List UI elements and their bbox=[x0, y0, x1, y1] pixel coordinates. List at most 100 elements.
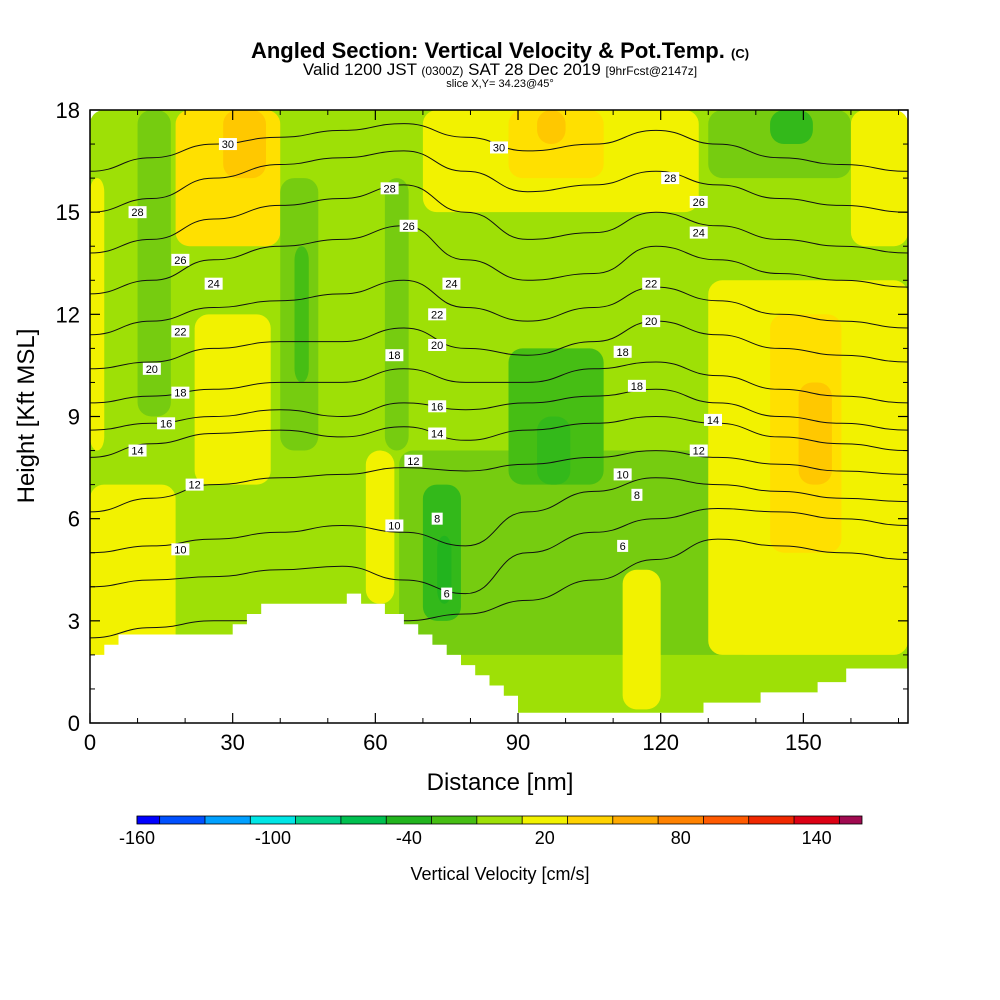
velocity-region-10 bbox=[384, 178, 409, 451]
contour-label-bg-13 bbox=[642, 277, 661, 290]
contour-label-bg-29 bbox=[171, 543, 190, 556]
potential-temperature-contours bbox=[90, 123, 908, 639]
chart-subtitle: Valid 1200 JST (0300Z) SAT 28 Dec 2019 [… bbox=[0, 61, 1000, 80]
x-tick-label: 120 bbox=[642, 730, 679, 755]
contour-label: 8 bbox=[634, 490, 640, 502]
contour-label-bg-34 bbox=[617, 539, 629, 552]
colorbar-swatch bbox=[658, 816, 704, 824]
x-tick-label: 0 bbox=[84, 730, 96, 755]
contour-label: 26 bbox=[693, 197, 705, 209]
contour-label-bg-4 bbox=[661, 172, 680, 185]
contour-label-bg-20 bbox=[627, 379, 646, 392]
contour-label: 14 bbox=[707, 415, 719, 427]
colorbar-tick-label: -100 bbox=[255, 828, 291, 848]
contour-label-bg-31 bbox=[613, 468, 632, 481]
velocity-region-5 bbox=[137, 110, 171, 417]
velocity-region-22 bbox=[798, 382, 832, 485]
x-tick-label: 60 bbox=[363, 730, 387, 755]
colorbar-tick-label: -160 bbox=[119, 828, 155, 848]
contour-label-bg-27 bbox=[404, 454, 423, 467]
contour-label: 18 bbox=[388, 350, 400, 362]
velocity-region-24 bbox=[770, 110, 813, 145]
contour-label-bg-35 bbox=[441, 587, 453, 600]
contour-label-bg-18 bbox=[385, 349, 404, 362]
contour-label: 30 bbox=[222, 139, 234, 151]
y-tick-label: 9 bbox=[68, 405, 80, 430]
velocity-region-19 bbox=[622, 569, 661, 710]
theta-contour-28 bbox=[90, 150, 908, 213]
colorbar-frame bbox=[136, 815, 863, 825]
contour-label: 14 bbox=[131, 446, 143, 458]
theta-contour-8 bbox=[90, 507, 908, 595]
contour-label: 18 bbox=[617, 347, 629, 359]
theta-contour-12 bbox=[90, 450, 908, 513]
theta-contour-24 bbox=[90, 225, 908, 295]
velocity-region-4 bbox=[223, 110, 266, 179]
contour-label: 22 bbox=[645, 279, 657, 291]
velocity-region-13 bbox=[437, 535, 452, 604]
contour-label: 22 bbox=[431, 309, 443, 321]
contour-label-bg-14 bbox=[142, 362, 161, 375]
contour-label-bg-33 bbox=[631, 488, 643, 501]
x-tick-label: 30 bbox=[220, 730, 244, 755]
colorbar: -160 -100 -40 20 80 140 bbox=[119, 815, 863, 848]
axes: 0 30 60 90 120 150 0 3 6 9 12 15 18 bbox=[56, 98, 908, 755]
y-tick-label: 12 bbox=[56, 302, 80, 327]
contour-label: 8 bbox=[434, 514, 440, 526]
contour-label-bg-2 bbox=[128, 206, 147, 219]
contour-label-bg-26 bbox=[185, 478, 204, 491]
x-axis-title: Distance [nm] bbox=[427, 769, 574, 796]
contour-label-bg-8 bbox=[204, 277, 223, 290]
y-axis-title: Height [Kft MSL] bbox=[13, 329, 40, 504]
colorbar-title: Vertical Velocity [cm/s] bbox=[410, 864, 589, 884]
velocity-region-18 bbox=[537, 110, 566, 145]
subtitle-forecast: [9hrFcst@2147z] bbox=[605, 64, 698, 78]
contour-label: 12 bbox=[693, 446, 705, 458]
chart-title-text: Angled Section: Vertical Velocity & Pot.… bbox=[250, 38, 725, 63]
contour-label: 28 bbox=[131, 207, 143, 219]
y-tick-label: 0 bbox=[68, 711, 80, 736]
y-tick-label: 18 bbox=[56, 98, 80, 123]
contour-label-bg-3 bbox=[380, 182, 399, 195]
y-tick-label: 15 bbox=[56, 200, 80, 225]
contour-label-bg-1 bbox=[490, 141, 508, 154]
contour-label: 22 bbox=[174, 326, 186, 338]
contour-label-bg-15 bbox=[428, 338, 447, 351]
colorbar-tick-label: 80 bbox=[671, 828, 691, 848]
colorbar-swatch bbox=[476, 816, 523, 824]
contour-label-bg-12 bbox=[428, 308, 447, 321]
contour-label-bg-10 bbox=[689, 226, 708, 239]
velocity-region-17 bbox=[508, 110, 604, 179]
contour-label: 10 bbox=[388, 520, 400, 532]
theta-contour-18 bbox=[90, 361, 908, 404]
contour-label-bg-16 bbox=[642, 315, 661, 328]
contour-label-bg-19 bbox=[613, 345, 632, 358]
theta-contour-10 bbox=[90, 477, 908, 554]
colorbar-swatch bbox=[159, 816, 205, 824]
contour-label: 14 bbox=[431, 429, 443, 441]
contour-label: 10 bbox=[617, 469, 629, 481]
velocity-region-23 bbox=[708, 110, 851, 179]
contour-label-bg-23 bbox=[128, 444, 147, 457]
contour-label: 12 bbox=[189, 480, 201, 492]
chart-title: Angled Section: Vertical Velocity & Pot.… bbox=[0, 38, 1000, 64]
colorbar-swatch bbox=[794, 816, 840, 824]
contour-label: 28 bbox=[383, 183, 395, 195]
y-tick-label: 3 bbox=[68, 609, 80, 634]
colorbar-swatch bbox=[703, 816, 749, 824]
chart-title-suffix: (C) bbox=[731, 46, 750, 61]
contour-label-bg-11 bbox=[171, 325, 190, 338]
contour-label-bg-6 bbox=[399, 219, 418, 232]
contour-label: 26 bbox=[403, 221, 415, 233]
contour-label: 20 bbox=[431, 340, 443, 352]
contour-label: 26 bbox=[174, 255, 186, 267]
x-tick-label: 150 bbox=[785, 730, 822, 755]
x-tick-label: 90 bbox=[506, 730, 530, 755]
contour-label-bg-24 bbox=[428, 427, 447, 440]
colorbar-swatch bbox=[748, 816, 795, 824]
terrain-mask bbox=[90, 593, 908, 723]
contour-label: 20 bbox=[645, 316, 657, 328]
contour-label: 28 bbox=[664, 173, 676, 185]
contour-label: 6 bbox=[444, 589, 450, 601]
colorbar-swatch bbox=[386, 816, 432, 824]
